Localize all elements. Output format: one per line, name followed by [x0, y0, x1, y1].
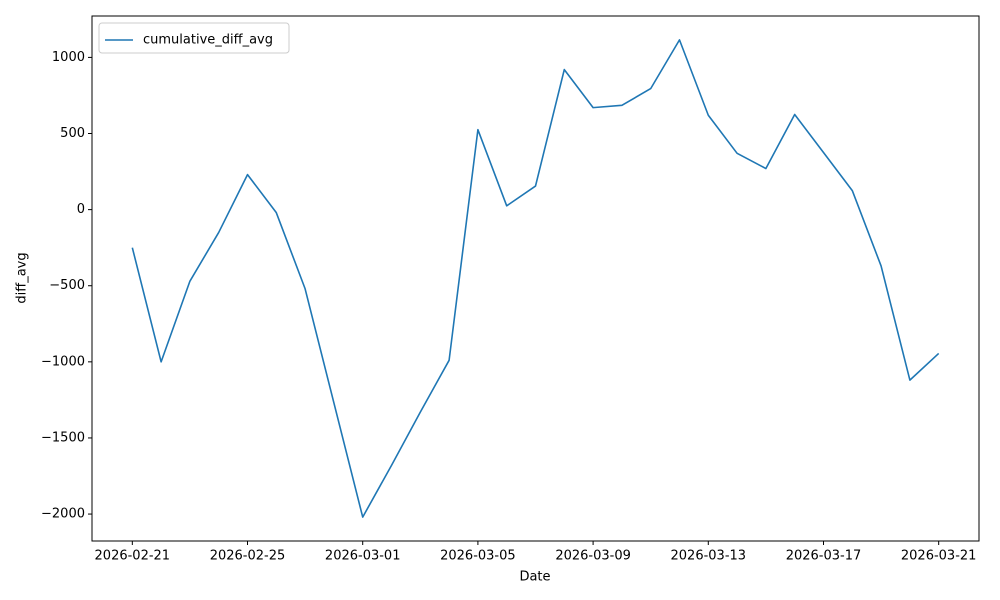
- x-axis-label: Date: [519, 570, 550, 585]
- y-tick-label: −1500: [41, 430, 85, 445]
- x-tick-label: 2026-02-25: [210, 549, 286, 564]
- y-tick-label: −500: [49, 278, 85, 293]
- x-tick-label: 2026-03-05: [440, 549, 516, 564]
- y-tick-label: −1000: [41, 354, 85, 369]
- y-tick-label: 500: [60, 126, 85, 141]
- x-tick-label: 2026-03-09: [555, 549, 631, 564]
- line: [131, 39, 940, 518]
- x-tick-label: 2026-03-21: [901, 549, 977, 564]
- x-tick-label: 2026-03-17: [786, 549, 862, 564]
- legend-box: [98, 22, 290, 54]
- x-tick-label: 2026-03-01: [325, 549, 401, 564]
- y-tick-label: −2000: [41, 507, 85, 522]
- x-tick-label: 2026-02-21: [95, 549, 171, 564]
- x-tick-label: 2026-03-13: [671, 549, 747, 564]
- legend-label: cumulative_diff_avg: [143, 33, 273, 48]
- y-tick-label: 1000: [52, 50, 85, 65]
- y-axis-label: diff_avg: [15, 252, 30, 303]
- y-tick-label: 0: [77, 202, 85, 217]
- axes-frame: [91, 15, 980, 542]
